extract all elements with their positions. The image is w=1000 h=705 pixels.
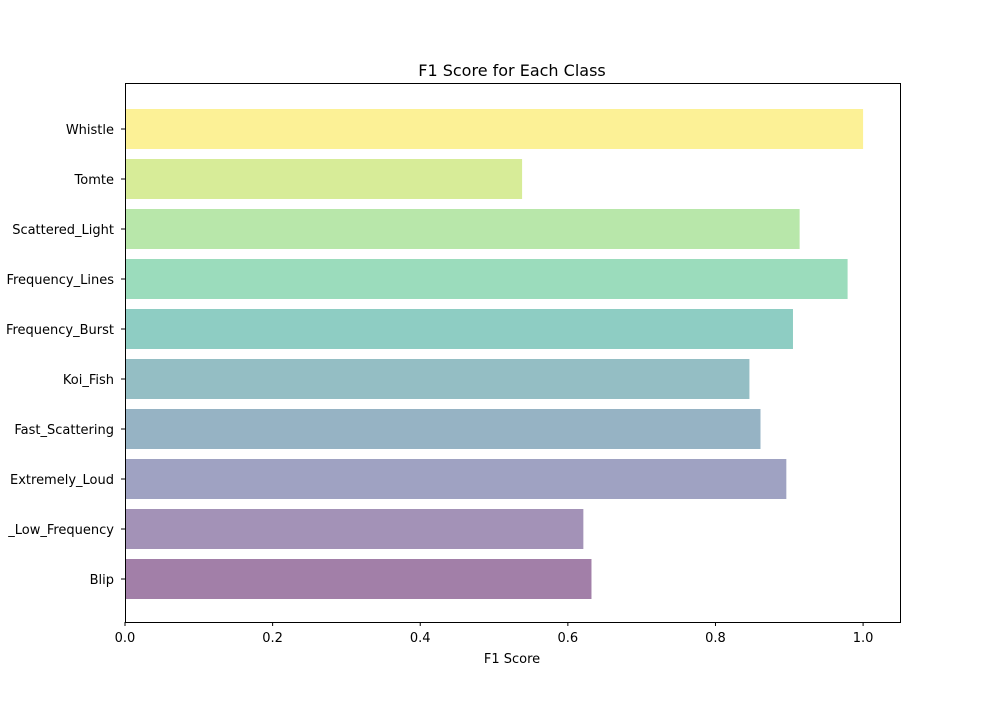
y-tick-label-fast-scattering: Fast_Scattering bbox=[14, 423, 114, 438]
x-tick-label: 0.0 bbox=[115, 631, 136, 646]
y-tick-label-koi-fish: Koi_Fish bbox=[63, 373, 114, 388]
bar-low-frequency-burst bbox=[125, 309, 793, 349]
x-tick-label: 0.6 bbox=[558, 631, 579, 646]
bar-tomte bbox=[125, 159, 523, 199]
x-axis: 0.0 0.2 0.4 0.6 0.8 1.0 bbox=[115, 622, 874, 646]
bar-scattered-light bbox=[125, 209, 800, 249]
y-tick-label-whistle: Whistle bbox=[66, 123, 114, 138]
y-tick-label-low-frequency-burst: Frequency_Burst bbox=[6, 323, 114, 338]
x-axis-label: F1 Score bbox=[484, 652, 540, 667]
plot-frame bbox=[125, 83, 901, 623]
bars-layer bbox=[125, 109, 864, 599]
chart-title: F1 Score for Each Class bbox=[418, 61, 605, 80]
bar-repeating-low-frequency bbox=[125, 509, 584, 549]
x-tick-label: 0.4 bbox=[410, 631, 431, 646]
bar-fast-scattering bbox=[125, 409, 761, 449]
y-tick-label-low-frequency-lines: Frequency_Lines bbox=[6, 273, 114, 288]
y-tick-label-extremely-loud: Extremely_Loud bbox=[10, 473, 114, 488]
bar-low-frequency-lines bbox=[125, 259, 848, 299]
y-tick-label-blip: Blip bbox=[90, 573, 114, 588]
y-axis: Blip _Low_Frequency Extremely_Loud Fast_Sca… bbox=[6, 123, 125, 588]
x-tick-label: 0.8 bbox=[705, 631, 726, 646]
bar-blip bbox=[125, 559, 592, 599]
y-tick-label-tomte: Tomte bbox=[74, 173, 114, 188]
bar-koi-fish bbox=[125, 359, 750, 399]
bar-whistle bbox=[125, 109, 864, 149]
x-tick-label: 1.0 bbox=[853, 631, 874, 646]
bar-extremely-loud bbox=[125, 459, 787, 499]
y-tick-label-repeating-low-frequency: _Low_Frequency bbox=[7, 523, 114, 538]
x-tick-label: 0.2 bbox=[262, 631, 283, 646]
y-tick-label-scattered-light: Scattered_Light bbox=[12, 223, 114, 238]
